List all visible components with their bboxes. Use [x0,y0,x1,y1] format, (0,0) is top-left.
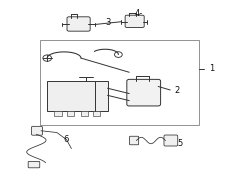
Text: 2: 2 [175,86,180,94]
Bar [67,111,74,116]
FancyBboxPatch shape [127,79,161,106]
FancyBboxPatch shape [130,136,139,145]
FancyBboxPatch shape [31,126,42,135]
Text: 6: 6 [64,135,69,144]
Bar [93,111,100,116]
Bar [47,81,108,111]
FancyBboxPatch shape [28,161,40,168]
FancyBboxPatch shape [67,17,90,31]
Bar [40,40,199,125]
FancyBboxPatch shape [125,15,144,27]
Text: 4-: 4- [135,9,143,18]
Text: 3: 3 [105,18,110,27]
Bar [81,111,88,116]
Bar [54,111,62,116]
FancyBboxPatch shape [164,135,178,146]
Text: 1: 1 [209,64,214,73]
Text: 5: 5 [177,139,183,148]
